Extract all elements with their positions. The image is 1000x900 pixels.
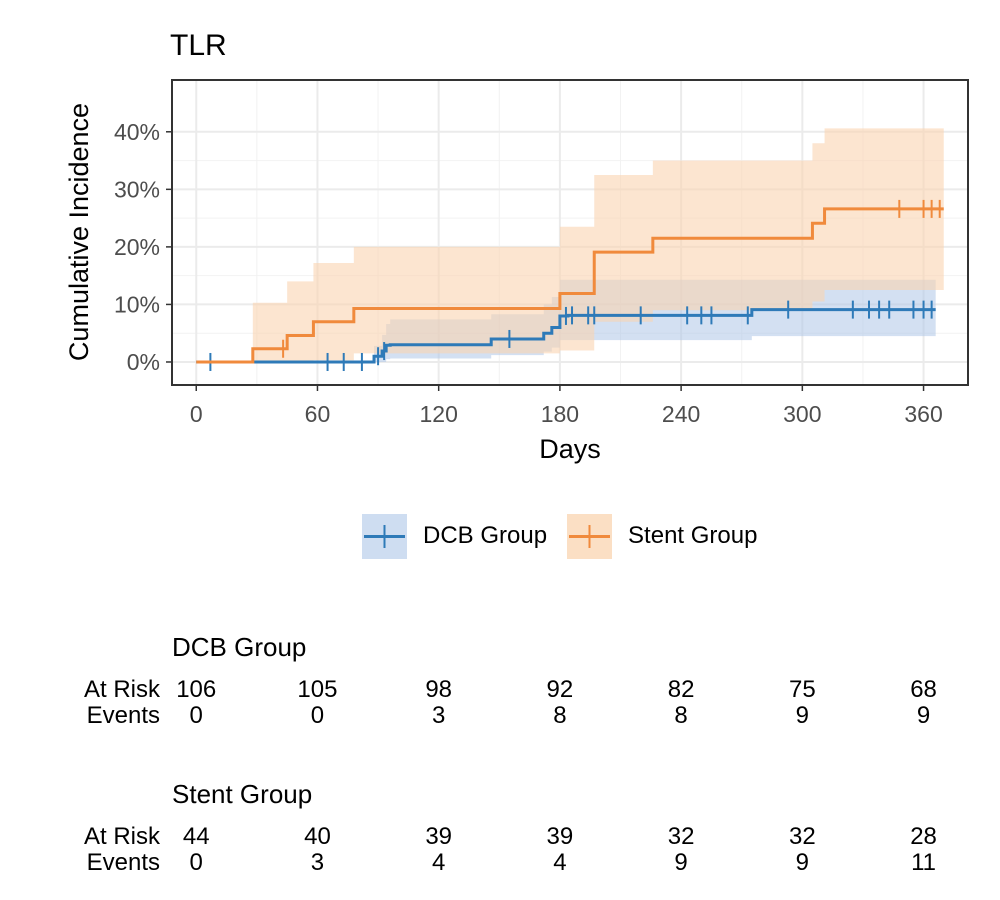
at-risk-value: 106	[176, 676, 217, 703]
legend-label-stent: Stent Group	[628, 522, 758, 549]
y-tick-label: 20%	[114, 234, 160, 260]
at-risk-value: 32	[788, 823, 816, 850]
x-tick-label: 300	[783, 401, 821, 427]
legend-key-dcb	[362, 513, 407, 559]
legend-item-stent: Stent Group	[567, 513, 758, 559]
events-value: 9	[795, 849, 809, 876]
risk-row-label-events: Events	[86, 702, 160, 729]
y-tick-label: 30%	[114, 176, 160, 202]
at-risk-value: 39	[546, 823, 574, 850]
risk-row-label-at-risk: At Risk	[83, 823, 160, 850]
legend: DCB Group Stent Group	[362, 512, 777, 560]
legend-key-stent	[567, 513, 613, 559]
events-value: 0	[189, 849, 203, 876]
x-tick-label: 0	[190, 401, 203, 427]
at-risk-value: 98	[425, 676, 453, 703]
at-risk-value: 40	[304, 823, 331, 850]
y-tick-label: 10%	[114, 291, 160, 317]
at-risk-value: 28	[910, 823, 937, 850]
confidence-band-stent	[196, 128, 944, 362]
events-value: 11	[911, 849, 936, 876]
at-risk-value: 68	[910, 676, 937, 703]
at-risk-value: 44	[182, 823, 210, 850]
y-axis-label: Cumulative Incidence	[64, 103, 94, 361]
plot-border	[171, 79, 969, 386]
series-line-stent	[196, 207, 944, 364]
events-value: 3	[310, 849, 325, 876]
events-value: 8	[674, 702, 688, 729]
at-risk-value: 105	[297, 676, 338, 703]
x-tick-label: 60	[305, 401, 331, 427]
series-line-dcb	[196, 308, 936, 364]
x-axis-label: Days	[539, 434, 601, 464]
events-value: 9	[795, 702, 809, 729]
events-value: 4	[431, 849, 446, 876]
y-tick-label: 0%	[127, 349, 160, 375]
at-risk-value: 82	[667, 676, 695, 703]
cumulative-incidence-chart: TLR 0 60 120 180 240 300 360 0% 10% 20% 30% 40% Day…	[64, 29, 969, 464]
x-tick-label: 120	[419, 401, 457, 427]
events-value: 4	[553, 849, 567, 876]
at-risk-value: 92	[546, 676, 574, 703]
chart-title: TLR	[170, 29, 227, 62]
risk-table-title: Stent Group	[172, 779, 313, 809]
events-value: 3	[431, 702, 446, 729]
at-risk-value: 75	[788, 676, 816, 703]
events-value: 9	[674, 849, 688, 876]
events-value: 8	[553, 702, 567, 729]
events-value: 9	[916, 702, 931, 729]
at-risk-value: 39	[425, 823, 453, 850]
events-value: 0	[310, 702, 325, 729]
risk-table-title: DCB Group	[172, 632, 307, 662]
at-risk-value: 32	[667, 823, 695, 850]
risk-row-label-events: Events	[86, 849, 160, 876]
legend-label-dcb: DCB Group	[423, 522, 548, 549]
x-tick-label: 240	[662, 401, 700, 427]
x-tick-label: 360	[904, 401, 942, 427]
events-value: 0	[189, 702, 203, 729]
risk-row-label-at-risk: At Risk	[83, 676, 160, 703]
x-tick-label: 180	[541, 401, 579, 427]
y-tick-label: 40%	[114, 119, 160, 145]
legend-item-dcb: DCB Group	[362, 513, 548, 559]
